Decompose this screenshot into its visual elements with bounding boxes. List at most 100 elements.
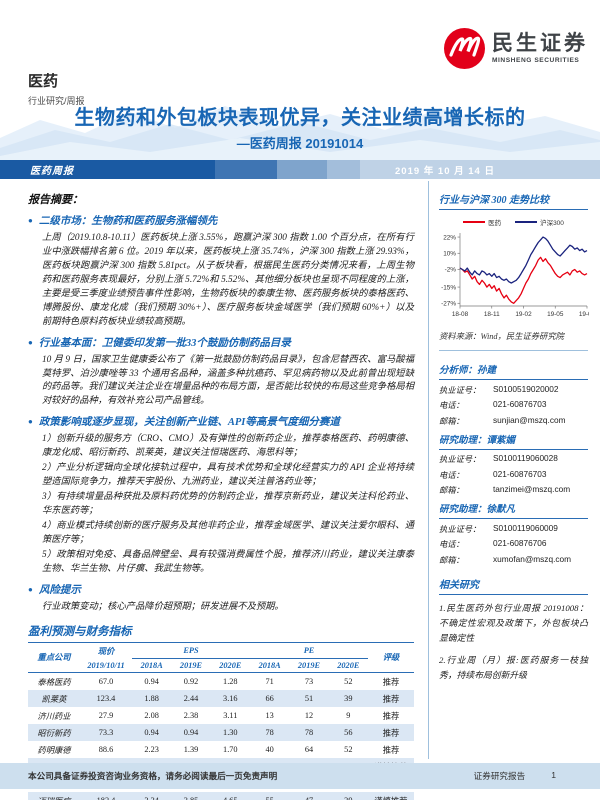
value-cell: 推荐 bbox=[382, 728, 400, 738]
value-cell: 2.38 bbox=[183, 711, 199, 721]
x-tick-label: 18-08 bbox=[452, 311, 469, 318]
col-pe-year: 2019E bbox=[297, 661, 321, 671]
value-cell: 谨慎推荐 bbox=[368, 792, 414, 800]
related-research-item: 1.民生医药外包行业周报 20191008：不确定性宏观及政策下，外包板块凸显确… bbox=[439, 602, 588, 644]
section-title-text: 二级市场：生物药和医药服务涨幅领先 bbox=[38, 216, 218, 227]
value-cell: 3.16 bbox=[223, 694, 238, 704]
contact-field-row: 邮箱： tanzimei@mszq.com bbox=[439, 481, 588, 497]
value-cell: 4.65 bbox=[211, 792, 250, 800]
contact-field-row: 电话： 021-60876703 bbox=[439, 396, 588, 412]
contact-field-value: sunjian@mszq.com bbox=[493, 414, 566, 425]
table-title: 盈利预测与财务指标 bbox=[28, 625, 132, 638]
legend-line-navy bbox=[515, 221, 538, 223]
value-cell: 67.0 bbox=[98, 677, 114, 687]
contact-field-label: 电话： bbox=[439, 401, 464, 410]
section-body: 上周（2019.10.8-10.11）医药板块上涨 3.55%，跑赢沪深 300… bbox=[28, 232, 414, 330]
value-cell: 0.94 bbox=[183, 728, 199, 738]
value-cell: 3.11 bbox=[223, 711, 238, 721]
y-tick-label: -2% bbox=[445, 267, 457, 274]
x-tick-label: 19-05 bbox=[547, 311, 564, 318]
legend-item-csi300: 沪深300 bbox=[515, 217, 564, 227]
contact-block: 研究助理：徐默凡 执业证号： S0100119060009 电话： 021-608767… bbox=[439, 498, 588, 566]
table-row: 凯莱英 123.4 1.88 2.44 3.16 66 51 39 推荐 bbox=[28, 690, 414, 708]
bullet-icon: ● bbox=[28, 216, 33, 225]
contact-field-row: 执业证号： S0100519020002 bbox=[439, 380, 588, 396]
contact-field-value: tanzimei@mszq.com bbox=[493, 484, 571, 494]
section-paragraph: 4）商业模式持续创新的医疗服务及其他非药企业，推荐金域医学、建议关注爱尔眼科、通… bbox=[42, 520, 414, 545]
col-group-pe: PE bbox=[249, 642, 368, 660]
bar-segment-4 bbox=[327, 160, 360, 179]
series-line-医药 bbox=[459, 256, 588, 304]
company-cell: 药明康德 bbox=[37, 745, 71, 755]
value-cell: 推荐 bbox=[382, 745, 400, 755]
summary-section-heading: ● 二级市场：生物药和医药服务涨幅领先 bbox=[28, 213, 414, 228]
value-cell: 123.4 bbox=[96, 694, 116, 704]
main-content: 报告摘要： ● 二级市场：生物药和医药服务涨幅领先上周（2019.10.8-10.… bbox=[0, 181, 600, 800]
analyst-contacts: 分析师：孙建 执业证号： S0100519020002 电话： 021-60876703… bbox=[439, 359, 588, 566]
table-header-row-2: 2019/10/11 2018A 2019E 2020E 2018A 2019E 2020E bbox=[28, 659, 414, 673]
value-cell: 0.94 bbox=[144, 677, 159, 687]
mountain-watermark bbox=[0, 106, 600, 162]
value-cell: 78 bbox=[304, 728, 314, 738]
chart-wrap: 22% 10% -2% -15% -27% 18-08 18-11 19-02 19-05 19-… bbox=[439, 229, 596, 326]
value-cell: 1.28 bbox=[223, 677, 238, 687]
col-pe-year: 2018A bbox=[258, 661, 281, 671]
report-title: 生物药和外包板块表现优异，关注业绩高增长标的 bbox=[74, 107, 526, 129]
section-paragraph: 5）政策相对免疫、具备品牌壁垒、具有较强消费属性个股，推荐济川药业，建议关注康泰… bbox=[42, 549, 414, 574]
col-eps-year: 2020E bbox=[219, 661, 242, 671]
footer-disclaimer: 本公司具备证券投资咨询业务资格，请务必阅读最后一页免责声明 bbox=[28, 771, 278, 781]
sidebar-column: 行业与沪深 300 走势比较 医药 沪深300 22% 10% -2% -15% -27… bbox=[428, 181, 600, 759]
value-cell: 47 bbox=[289, 792, 328, 800]
contact-field-label: 电话： bbox=[439, 540, 464, 549]
section-paragraph: 上周（2019.10.8-10.11）医药板块上涨 3.55%，跑赢沪深 300… bbox=[42, 233, 414, 327]
section-title-text: 政策影响或逐步显现，关注创新产业链、API等高景气度细分赛道 bbox=[38, 417, 340, 429]
value-cell: 66 bbox=[265, 694, 274, 704]
value-cell: 推荐 bbox=[382, 694, 400, 704]
value-cell: 1.88 bbox=[144, 694, 159, 704]
section-bar: 医药周报 2019 年 10 月 14 日 bbox=[0, 160, 600, 179]
contact-field-value: 021-60876706 bbox=[493, 538, 547, 548]
related-research-list: 1.民生医药外包行业周报 20191008：不确定性宏观及政策下，外包板块凸显确… bbox=[439, 601, 588, 684]
contact-field-label: 邮箱： bbox=[439, 486, 464, 495]
table-row: 泰格医药 67.0 0.94 0.92 1.28 71 73 52 推荐 bbox=[28, 673, 414, 691]
chart-source-note: 资料来源：Wind，民生证券研究院 bbox=[439, 330, 588, 351]
contact-field-row: 电话： 021-60876706 bbox=[439, 535, 588, 551]
contact-role: 研究助理：谭紫媚 bbox=[439, 429, 588, 450]
section-title-text: 风险提示 bbox=[38, 584, 81, 596]
value-cell: 12 bbox=[304, 711, 314, 721]
value-cell: 64 bbox=[304, 745, 314, 755]
contact-field-row: 邮箱： sunjian@mszq.com bbox=[439, 411, 588, 427]
value-cell: 推荐 bbox=[382, 677, 400, 687]
value-cell: 71 bbox=[265, 677, 274, 687]
value-cell: 1.70 bbox=[223, 745, 238, 755]
contact-field-row: 执业证号： S0100119060009 bbox=[439, 519, 588, 535]
col-rating: 评级 bbox=[382, 653, 400, 663]
col-group-eps: EPS bbox=[132, 642, 250, 660]
company-cell: 泰格医药 bbox=[37, 677, 71, 687]
value-cell: 88.6 bbox=[98, 745, 114, 755]
report-subtitle: —医药周报 20191014 bbox=[236, 136, 364, 151]
section-body: 1）创新升级的服务方（CRO、CMO）及有弹性的创新药企业，推荐泰格医药、药明康… bbox=[28, 433, 414, 576]
contact-field-value: S0100119060028 bbox=[493, 453, 558, 463]
value-cell: 2.44 bbox=[183, 694, 199, 704]
report-date: 2019 年 10 月 14 日 bbox=[395, 165, 495, 177]
brand-logo: 民生证券 MINSHENG SECURITIES bbox=[444, 28, 588, 69]
value-cell: 3.85 bbox=[171, 792, 210, 800]
contact-block: 研究助理：谭紫媚 执业证号： S0100119060028 电话： 021-608767… bbox=[439, 429, 588, 497]
bullet-icon: ● bbox=[28, 337, 33, 347]
forecast-table-head: 重点公司 现价 EPS PE 评级 2019/10/11 2018A 2019E 2020E 20… bbox=[28, 642, 414, 673]
legend-item-pharma: 医药 bbox=[463, 217, 501, 227]
sector-block: 医药 行业研究/周报 bbox=[28, 70, 85, 107]
x-tick-label: 19-08 bbox=[579, 311, 589, 318]
value-cell: 78 bbox=[265, 728, 274, 738]
legend-label-pharma: 医药 bbox=[488, 220, 502, 227]
contact-block: 分析师：孙建 执业证号： S0100519020002 电话： 021-60876703… bbox=[439, 359, 588, 427]
bar-segment-5 bbox=[360, 160, 600, 179]
contact-field-label: 电话： bbox=[439, 470, 464, 480]
related-research-item: 2.行业周（月）报:医药服务一枝独秀，持续布局创新升级 bbox=[439, 654, 588, 681]
contact-field-value: S0100119060009 bbox=[493, 522, 558, 533]
section-paragraph: 3）有持续增量品种获批及原料药优势的仿制药企业，推荐京新药业，建议关注科伦药业、… bbox=[42, 492, 414, 516]
summary-heading: 报告摘要： bbox=[28, 194, 83, 206]
y-tick-label: -15% bbox=[441, 284, 456, 291]
summary-section: ● 风险提示 行业政策变动；核心产品降价超预期；研发进展不及预期。 bbox=[28, 582, 414, 615]
